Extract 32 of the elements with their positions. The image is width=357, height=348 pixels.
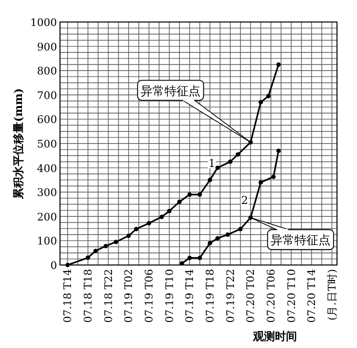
x-tick-label: 07.19 T06 [143,268,156,323]
x-tick-label: 07.20 T14 [306,268,318,323]
x-tick-label: 07.19 T14 [184,268,196,323]
y-tick-label: 600 [36,114,57,126]
annotation: 异常特征点 [137,80,204,102]
x-tick-label: 07.18 T18 [82,269,94,323]
y-tick-label: 0 [50,260,57,272]
annotation: 异常特征点 [140,84,201,98]
y-tick-label: 900 [36,41,57,54]
x-tick-label: 07.19 T10 [164,269,176,323]
y-tick-label: 1000 [30,17,57,29]
series-label: 2 [241,194,248,207]
y-tick-label: 300 [36,187,57,200]
x-axis-title: 观测时间 [252,330,297,343]
x-tick-label: 07.18 T22 [102,269,115,323]
x-tick-label: 07.20 T10 [286,269,298,323]
annotation: 异常特征点 [270,233,331,248]
y-tick-label: 100 [36,236,57,248]
y-tick-label: 200 [36,211,57,224]
x-tick-label: 07.19 T18 [204,269,216,323]
x-tick-label: 07.19 T22 [224,269,237,323]
x-tick-label: (月.日T时) [325,269,338,321]
x-tick-label: 07.20 T02 [245,269,258,323]
x-tick-label: 07.18 T14 [62,268,74,323]
x-tick-label: 07.20 T06 [265,268,278,323]
series-label: 1 [208,156,216,170]
y-tick-label: 400 [36,162,57,175]
y-tick-label: 700 [36,90,57,102]
x-tick-label: 07.19 T02 [123,269,136,323]
y-tick-label: 500 [36,138,57,150]
y-tick-label: 800 [36,66,57,78]
y-axis-title: 累积水平位移量(mm) [12,88,25,200]
